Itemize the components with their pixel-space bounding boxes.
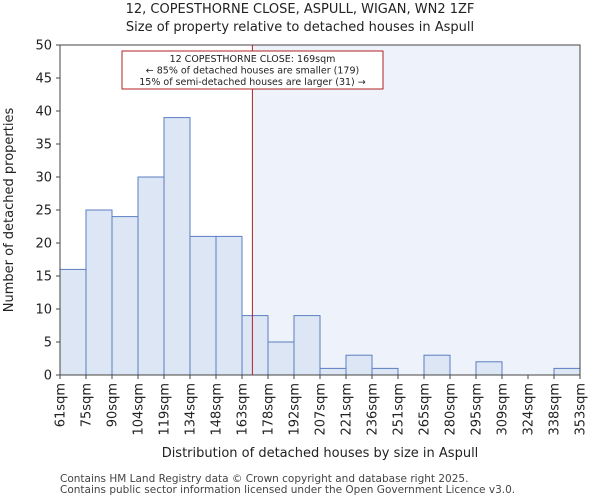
x-tick-label: 104sqm <box>132 383 147 436</box>
y-tick-label: 25 <box>35 204 52 219</box>
y-tick-label: 10 <box>35 303 52 318</box>
x-tick-label: 280sqm <box>444 383 459 436</box>
y-tick-label: 0 <box>44 369 52 384</box>
y-tick-label: 20 <box>35 237 52 252</box>
y-tick-label: 50 <box>35 39 52 54</box>
x-tick-label: 236sqm <box>366 383 381 436</box>
histogram-bar <box>241 315 269 376</box>
annotation-line-3: 15% of semi-detached houses are larger (… <box>139 77 366 88</box>
x-tick-label: 353sqm <box>574 383 589 436</box>
annotation-line-1: 12 COPESTHORNE CLOSE: 169sqm <box>170 54 336 65</box>
y-axis-label: Number of detached properties <box>2 108 17 313</box>
y-tick-label: 40 <box>35 105 52 120</box>
x-tick-label: 178sqm <box>262 383 277 436</box>
footer-copyright: Contains HM Land Registry data © Crown c… <box>60 473 469 485</box>
x-tick-label: 192sqm <box>288 383 303 436</box>
x-tick-label: 119sqm <box>158 383 173 436</box>
histogram-bar <box>371 367 399 376</box>
x-tick-label: 251sqm <box>392 383 407 436</box>
histogram-bar <box>319 367 347 376</box>
histogram-bar <box>293 315 321 376</box>
x-tick-label: 163sqm <box>236 383 251 436</box>
x-tick-label: 295sqm <box>470 383 485 436</box>
histogram-bar <box>59 268 87 376</box>
x-tick-label: 338sqm <box>548 383 563 436</box>
annotation-box <box>121 50 384 90</box>
annotation-line-2: ← 85% of detached houses are smaller (17… <box>146 66 359 77</box>
histogram-bar <box>267 341 295 376</box>
x-tick-label: 324sqm <box>522 383 537 436</box>
y-tick-label: 5 <box>44 336 52 351</box>
histogram-bar <box>423 354 451 376</box>
histogram-bar <box>553 367 581 376</box>
y-tick-label: 35 <box>35 138 52 153</box>
x-tick-label: 61sqm <box>54 383 69 427</box>
x-tick-label: 90sqm <box>106 383 121 427</box>
y-tick-label: 30 <box>35 171 52 186</box>
y-tick-label: 45 <box>35 72 52 87</box>
x-tick-label: 265sqm <box>418 383 433 436</box>
y-tick-label: 15 <box>35 270 52 285</box>
footer-licence: Contains public sector information licen… <box>60 484 516 496</box>
x-tick-label: 148sqm <box>210 383 225 436</box>
histogram-bar <box>85 209 113 376</box>
x-tick-label: 207sqm <box>314 383 329 436</box>
histogram-bar <box>163 117 191 376</box>
x-tick-label: 221sqm <box>340 383 355 436</box>
histogram-bar <box>215 235 243 376</box>
histogram-bar <box>137 176 165 376</box>
x-tick-label: 134sqm <box>184 383 199 436</box>
histogram-bar <box>345 354 373 376</box>
chart-subtitle: Size of property relative to detached ho… <box>125 20 475 35</box>
histogram-bar <box>189 235 217 376</box>
histogram-bar <box>111 216 139 376</box>
x-tick-label: 75sqm <box>80 383 95 427</box>
x-axis-label: Distribution of detached houses by size … <box>162 446 479 461</box>
chart-title: 12, COPESTHORNE CLOSE, ASPULL, WIGAN, WN… <box>125 2 475 17</box>
histogram-bar <box>475 361 503 376</box>
x-tick-label: 309sqm <box>496 383 511 436</box>
